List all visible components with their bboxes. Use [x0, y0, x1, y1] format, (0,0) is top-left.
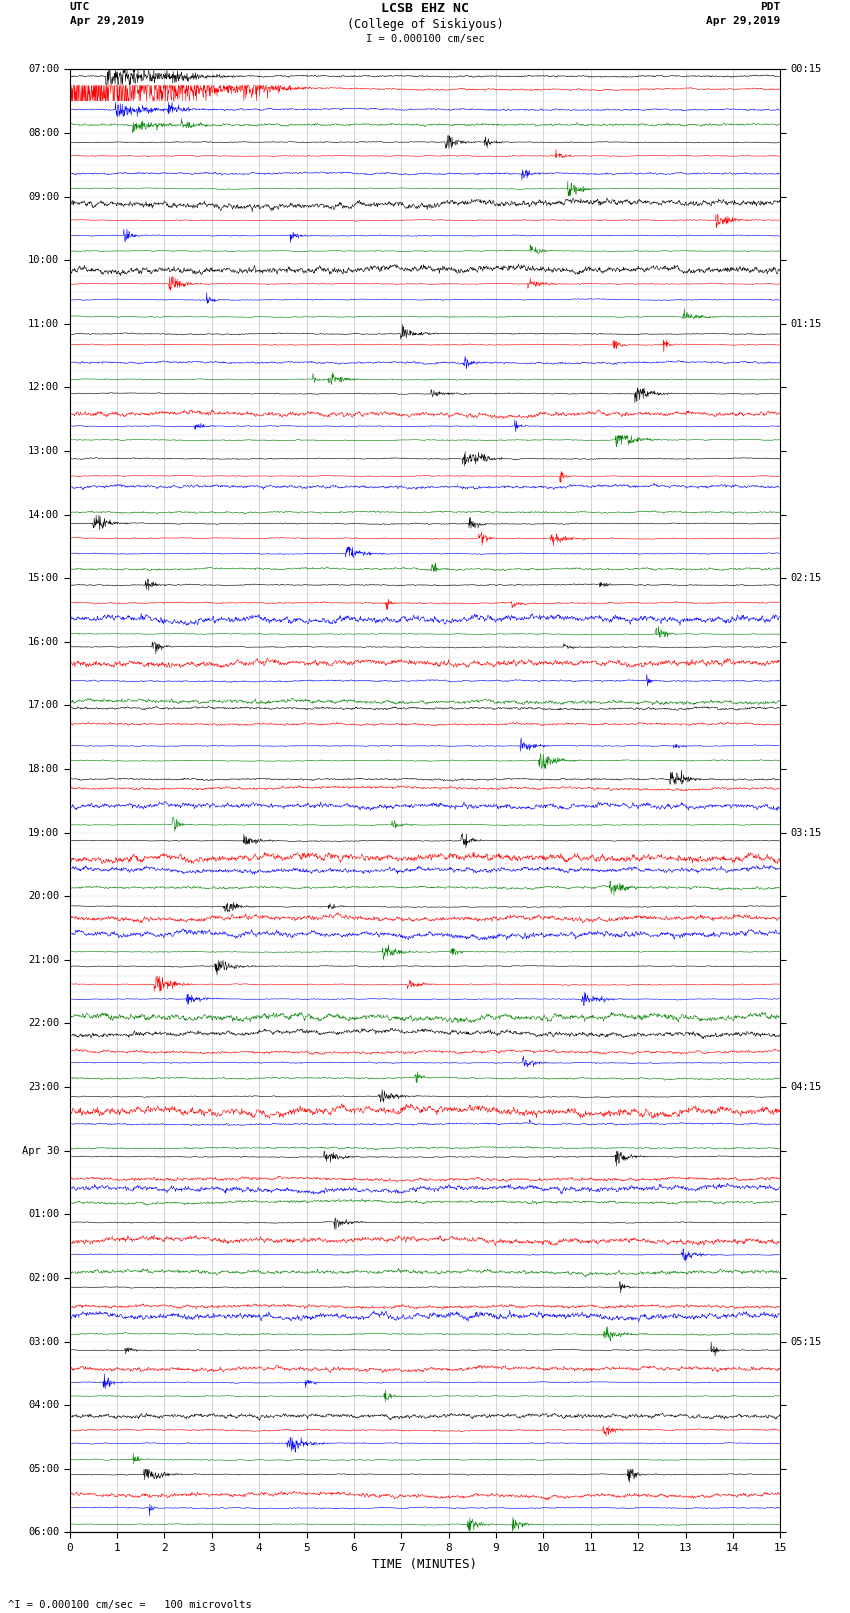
Text: LCSB EHZ NC: LCSB EHZ NC — [381, 2, 469, 15]
Text: ^I = 0.000100 cm/sec =   100 microvolts: ^I = 0.000100 cm/sec = 100 microvolts — [8, 1600, 252, 1610]
Text: PDT: PDT — [760, 2, 780, 11]
Text: Apr 29,2019: Apr 29,2019 — [70, 16, 144, 26]
X-axis label: TIME (MINUTES): TIME (MINUTES) — [372, 1558, 478, 1571]
Text: (College of Siskiyous): (College of Siskiyous) — [347, 18, 503, 31]
Text: I = 0.000100 cm/sec: I = 0.000100 cm/sec — [366, 34, 484, 44]
Text: Apr 29,2019: Apr 29,2019 — [706, 16, 780, 26]
Text: UTC: UTC — [70, 2, 90, 11]
